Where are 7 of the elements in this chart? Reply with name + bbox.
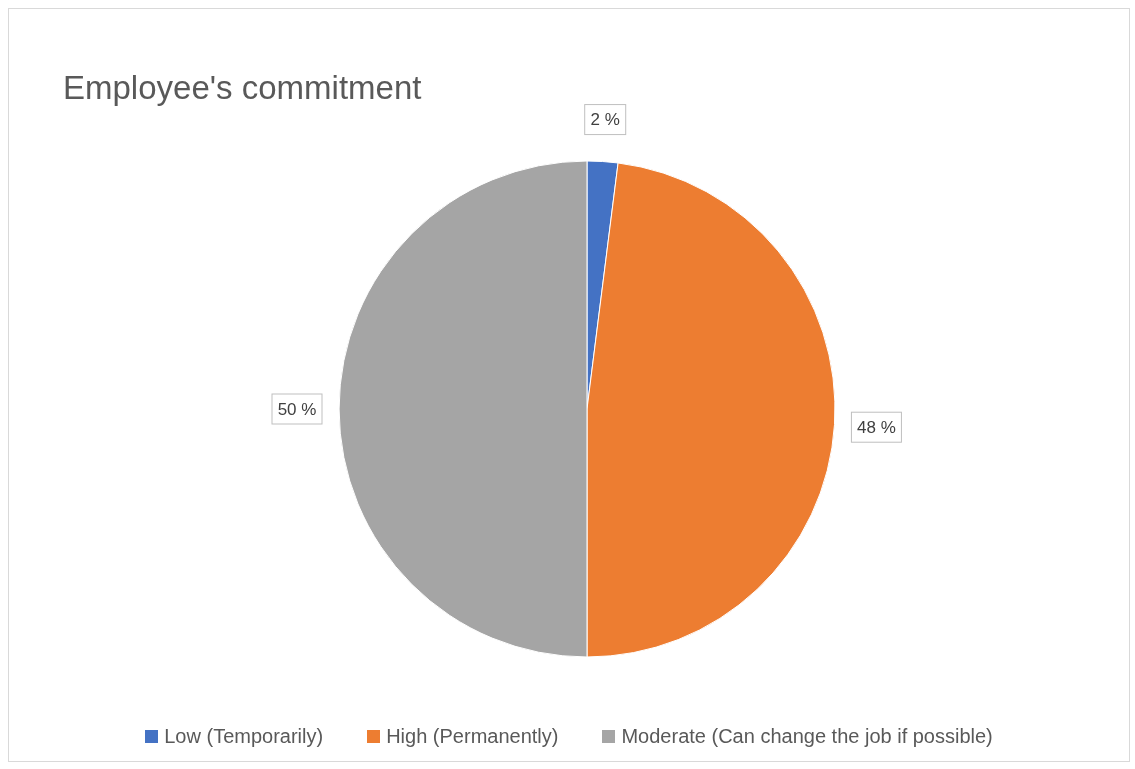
legend-label: High (Permanently) [386,725,559,748]
data-label: 48 % [857,417,896,437]
data-label: 50 % [277,399,317,419]
data-label: 2 % [590,110,620,130]
chart-title: Employee's commitment [63,69,422,107]
legend-label: Low (Temporarily) [164,725,324,748]
legend-label: Moderate (Can change the job if possible) [621,725,993,748]
